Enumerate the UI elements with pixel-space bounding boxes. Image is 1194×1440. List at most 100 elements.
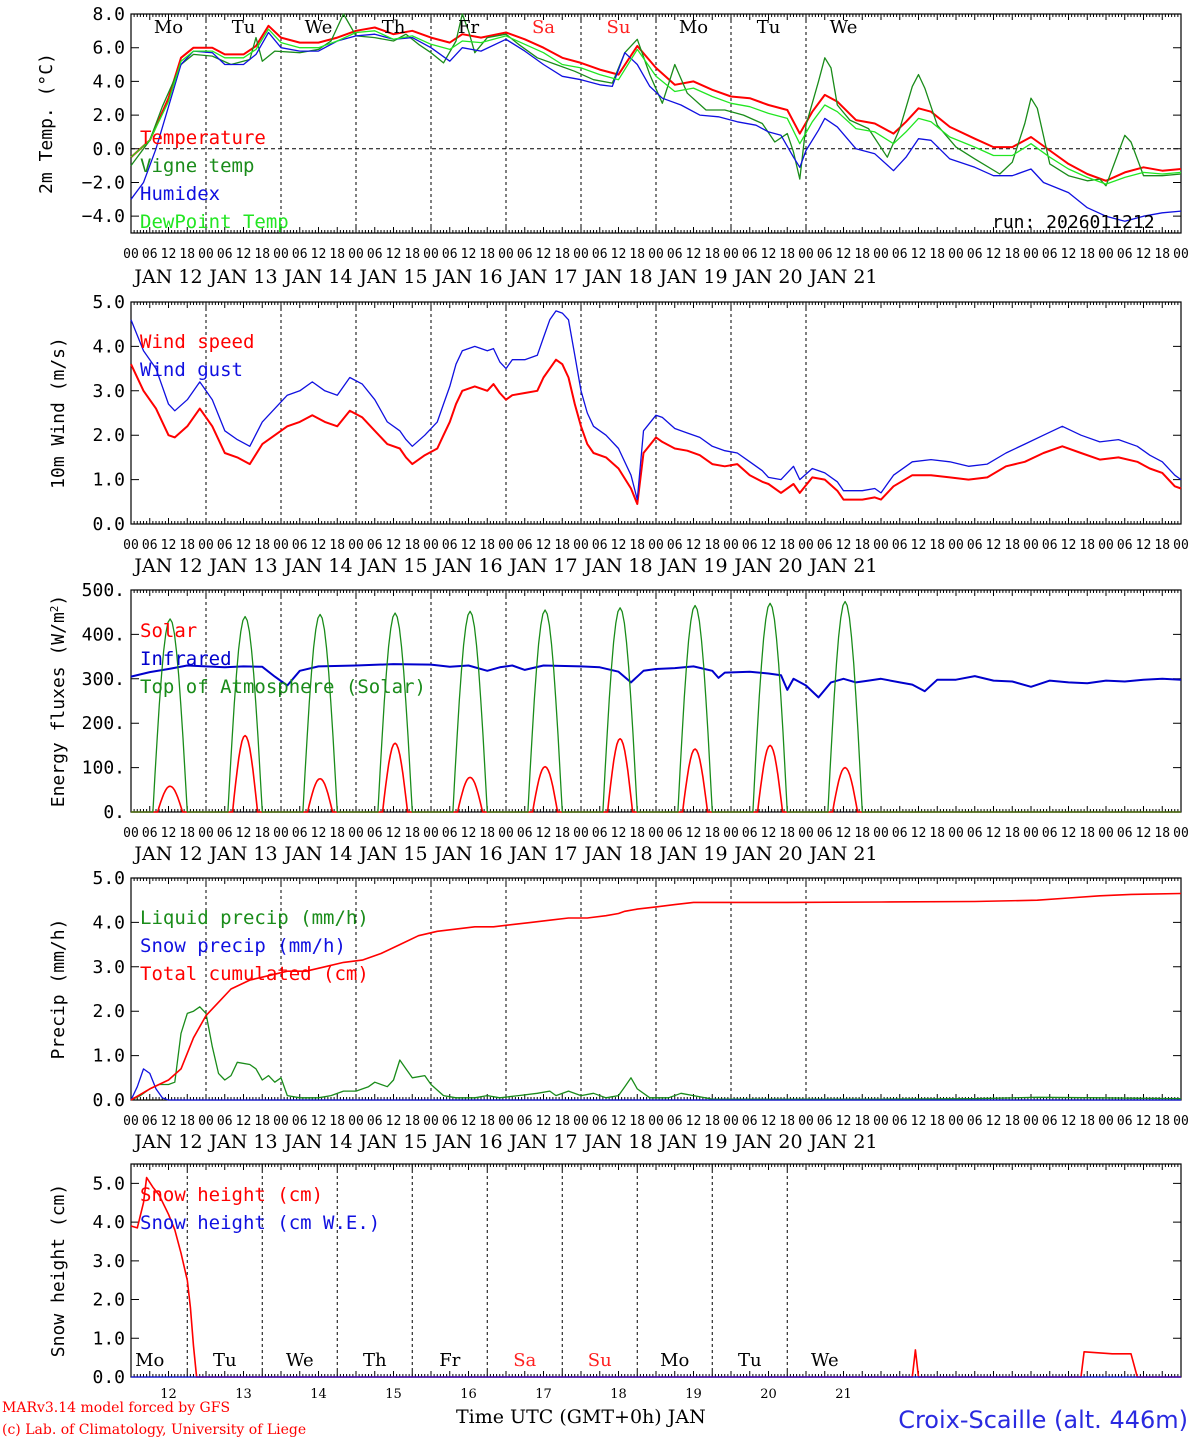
date-label: JAN 18 [582, 843, 652, 865]
hour-tick-label: 06 [1042, 826, 1058, 841]
hour-tick-label: 12 [161, 826, 177, 841]
hour-tick-label: 06 [367, 538, 383, 553]
weekday-label: Sa [513, 1350, 536, 1371]
hour-tick-label: 00 [348, 826, 364, 841]
date-label: JAN 14 [282, 266, 352, 288]
hour-tick-label: 18 [404, 1114, 420, 1129]
date-label: JAN 21 [807, 1131, 877, 1153]
day-number-label: 15 [385, 1387, 402, 1402]
hour-tick-label: 00 [948, 826, 964, 841]
run-annotation: run: 2026011212 [992, 212, 1155, 233]
hour-tick-label: 00 [873, 826, 889, 841]
hour-tick-label: 18 [704, 247, 720, 262]
hour-tick-label: 06 [367, 826, 383, 841]
hour-tick-label: 18 [329, 538, 345, 553]
hour-tick-label: 18 [554, 826, 570, 841]
hour-tick-label: 00 [1173, 538, 1189, 553]
weekday-label: Mo [135, 1350, 164, 1371]
legend-solar: Solar [140, 620, 197, 642]
hour-tick-label: 00 [1023, 826, 1039, 841]
date-label: JAN 13 [207, 555, 277, 577]
hour-tick-label: 12 [761, 247, 777, 262]
hour-tick-label: 00 [498, 247, 514, 262]
y-tick-label: 0.0 [92, 1367, 125, 1388]
hour-tick-label: 06 [442, 538, 458, 553]
weekday-label: Mo [660, 1350, 689, 1371]
time-axis-label: Time UTC (GMT+0h) JAN [456, 1406, 706, 1428]
hour-tick-label: 00 [423, 538, 439, 553]
hour-tick-label: 12 [461, 1114, 477, 1129]
hour-tick-label: 00 [423, 247, 439, 262]
hour-tick-label: 06 [892, 247, 908, 262]
hour-tick-label: 06 [1117, 538, 1133, 553]
hour-tick-label: 00 [573, 538, 589, 553]
hour-tick-label: 06 [742, 247, 758, 262]
y-tick-label: 1.0 [92, 470, 125, 491]
date-label: JAN 14 [282, 555, 352, 577]
hour-tick-label: 18 [254, 826, 270, 841]
hour-tick-label: 00 [798, 826, 814, 841]
legend-snow-height: Snow height (cm) [140, 1184, 323, 1206]
legend-snow-precip: Snow precip (mm/h) [140, 935, 346, 957]
y-tick-label: 3.0 [92, 957, 125, 978]
hour-tick-label: 06 [667, 538, 683, 553]
hour-tick-label: 12 [536, 538, 552, 553]
hour-tick-label: 18 [854, 826, 870, 841]
weekday-label: Su [607, 17, 631, 38]
legend-infrared: Infrared [140, 648, 232, 670]
hour-tick-label: 06 [367, 1114, 383, 1129]
axis-ticks [130, 301, 1182, 525]
hour-tick-label: 00 [273, 247, 289, 262]
date-label: JAN 21 [807, 555, 877, 577]
hour-tick-label: 06 [742, 826, 758, 841]
y-tick-label: −4.0 [82, 206, 125, 227]
hour-tick-label: 00 [1173, 1114, 1189, 1129]
date-label: JAN 19 [657, 843, 727, 865]
weekday-label: Sa [532, 17, 555, 38]
hour-tick-label: 06 [742, 538, 758, 553]
wind-panel: 5.04.03.02.01.00.000 06 12 18 00 06 12 18 00 06 12… [48, 292, 1189, 577]
hour-tick-label: 06 [817, 538, 833, 553]
hour-tick-label: 06 [217, 247, 233, 262]
date-label: JAN 13 [207, 843, 277, 865]
hour-tick-label: 12 [236, 826, 252, 841]
legend-snow-height-we: Snow height (cm W.E.) [140, 1212, 380, 1234]
weekday-label: Fr [458, 17, 479, 38]
hour-tick-label: 18 [704, 826, 720, 841]
date-label: JAN 12 [132, 1131, 202, 1153]
y-tick-label: 0.0 [92, 1090, 125, 1111]
hour-tick-label: 00 [573, 247, 589, 262]
hour-tick-label: 18 [1079, 1114, 1095, 1129]
hour-tick-label: 06 [592, 1114, 608, 1129]
hour-tick-label: 18 [779, 1114, 795, 1129]
hour-tick-label: 06 [142, 826, 158, 841]
hour-tick-label: 06 [1117, 826, 1133, 841]
date-label: JAN 20 [732, 266, 802, 288]
hour-tick-label: 06 [142, 247, 158, 262]
date-label: JAN 19 [657, 555, 727, 577]
y-tick-label: 2.0 [92, 425, 125, 446]
hour-tick-label: 00 [348, 247, 364, 262]
hour-tick-label: 12 [1061, 1114, 1077, 1129]
hour-tick-label: 00 [948, 247, 964, 262]
hour-tick-label: 00 [1098, 1114, 1114, 1129]
hour-tick-label: 06 [967, 247, 983, 262]
hour-tick-label: 06 [967, 1114, 983, 1129]
series-line-wind-gust [130, 310, 1182, 501]
date-label: JAN 16 [432, 266, 502, 288]
series-line-humidex [130, 31, 1182, 222]
hour-tick-label: 06 [1042, 247, 1058, 262]
hour-tick-label: 06 [142, 538, 158, 553]
weekday-label: Th [382, 17, 406, 38]
hour-tick-label: 00 [1023, 538, 1039, 553]
y-tick-label: 0.0 [92, 514, 125, 535]
weekday-label: Tu [738, 1350, 762, 1371]
hour-tick-label: 18 [929, 247, 945, 262]
series-line-wind-speed [130, 358, 1182, 505]
hour-tick-label: 18 [179, 1114, 195, 1129]
hour-tick-label: 18 [404, 247, 420, 262]
y-tick-label: 0.0 [92, 139, 125, 160]
hour-tick-label: 00 [423, 826, 439, 841]
hour-tick-label: 18 [1154, 1114, 1170, 1129]
hour-tick-label: 12 [311, 538, 327, 553]
